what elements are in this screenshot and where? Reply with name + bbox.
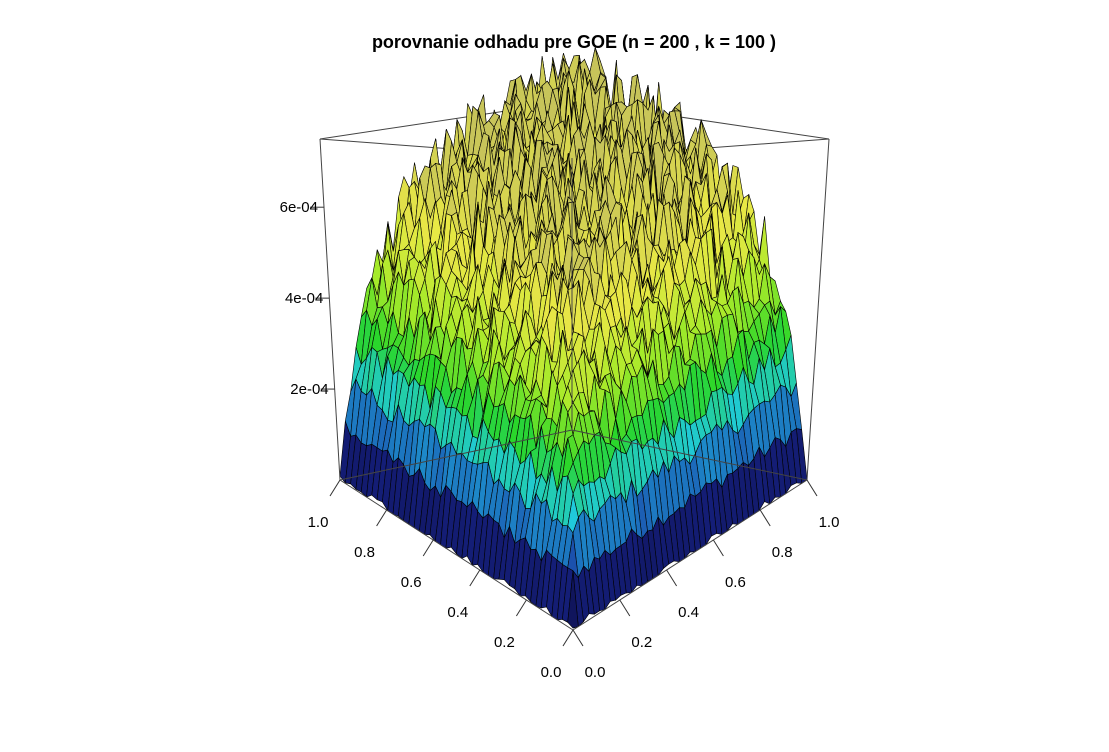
y-tick-label: 1.0 — [819, 514, 840, 531]
box-front-edges — [319, 138, 830, 631]
x-tick-mark — [469, 569, 481, 587]
y-tick-mark — [759, 509, 771, 527]
y-tick-mark — [806, 479, 818, 497]
box-edge-bottom-right — [572, 479, 808, 631]
box-edge-bottom-back-right — [571, 429, 808, 481]
x-tick-label: 0.6 — [401, 574, 422, 591]
box-edge-bottom-back-left — [339, 429, 573, 481]
y-tick-label: 0.2 — [631, 634, 652, 651]
surface-mesh — [339, 46, 808, 629]
x-tick-label: 0.8 — [354, 544, 375, 561]
x-tick-mark — [515, 599, 527, 617]
y-tick-label: 0.4 — [678, 604, 699, 621]
box-edge-right-vertical — [806, 138, 830, 481]
y-tick-label: 0.8 — [772, 544, 793, 561]
x-tick-label: 1.0 — [308, 514, 329, 531]
z-tick-label: 6e-04 — [280, 199, 318, 216]
y-tick-label: 0.0 — [585, 664, 606, 681]
x-tick-mark — [329, 479, 341, 497]
z-tick-label: 4e-04 — [285, 290, 323, 307]
x-tick-mark — [376, 509, 388, 527]
box-edge-bottom-left — [339, 479, 574, 631]
y-tick-mark — [619, 599, 631, 617]
y-tick-label: 0.6 — [725, 574, 746, 591]
x-tick-mark — [422, 539, 434, 557]
y-tick-mark — [666, 569, 678, 587]
x-tick-label: 0.2 — [494, 634, 515, 651]
z-tick-label: 2e-04 — [290, 381, 328, 398]
box-edge-left-vertical — [319, 138, 341, 481]
chart-title: porovnanie odhadu pre GOE (n = 200 , k =… — [372, 32, 776, 52]
x-tick-mark — [562, 629, 574, 647]
y-tick-mark — [712, 539, 724, 557]
x-tick-label: 0.0 — [541, 664, 562, 681]
x-tick-label: 0.4 — [447, 604, 468, 621]
surface-facet — [567, 570, 579, 629]
axis-ticks: 0.0 0.2 0.4 0.6 0.8 1.0 0.0 0.2 0.4 0.6 0.8 1.0 2e-0… — [280, 199, 840, 681]
y-tick-mark — [572, 629, 584, 647]
